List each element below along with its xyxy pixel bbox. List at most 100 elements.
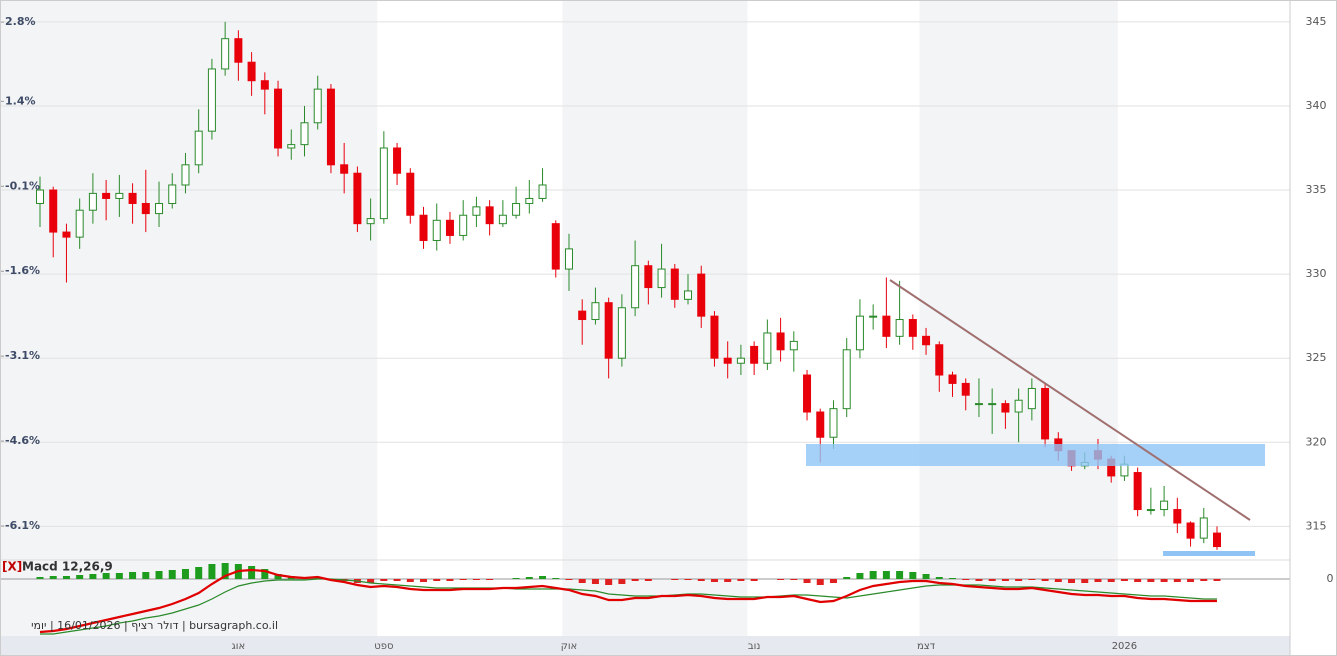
candle-body bbox=[604, 302, 613, 359]
candle-body bbox=[538, 184, 547, 199]
histogram-bar bbox=[142, 572, 150, 579]
candle-body bbox=[181, 164, 190, 186]
histogram-bar bbox=[459, 579, 467, 580]
x-tick-label: אוק bbox=[561, 641, 578, 652]
month-band bbox=[562, 0, 748, 636]
candle-body bbox=[498, 214, 507, 225]
histogram-bar bbox=[433, 579, 441, 581]
candle-body bbox=[207, 68, 216, 132]
candle-body bbox=[419, 214, 428, 241]
candle-body bbox=[1146, 509, 1155, 512]
histogram-bar bbox=[1213, 579, 1221, 581]
x-axis-strip bbox=[0, 636, 1290, 656]
histogram-bar bbox=[1187, 579, 1195, 582]
candle-body bbox=[935, 344, 944, 376]
histogram-bar bbox=[724, 579, 732, 582]
histogram-bar bbox=[896, 571, 904, 579]
candle-body bbox=[247, 61, 256, 82]
histogram-bar bbox=[1094, 579, 1102, 582]
y2-tick-label: -0.1% bbox=[5, 179, 40, 192]
candle-body bbox=[789, 340, 798, 351]
candle-body bbox=[472, 206, 481, 216]
histogram-bar bbox=[843, 577, 851, 579]
candle-body bbox=[657, 268, 666, 289]
candle-body bbox=[141, 202, 150, 215]
candle-body bbox=[895, 319, 904, 337]
footer: bursagraph.co.il | דולר רציף | 16/01/202… bbox=[31, 619, 278, 632]
histogram-bar bbox=[829, 579, 837, 583]
histogram-bar bbox=[737, 579, 745, 581]
y-tick-label: 330 bbox=[1306, 267, 1327, 280]
histogram-bar bbox=[1054, 579, 1062, 582]
candle-body bbox=[829, 408, 838, 438]
candle-body bbox=[102, 192, 111, 199]
candle-body bbox=[591, 302, 600, 321]
histogram-bar bbox=[89, 574, 97, 579]
histogram-bar bbox=[1107, 579, 1115, 582]
candle-body bbox=[697, 273, 706, 317]
y-tick-label: 325 bbox=[1306, 351, 1327, 364]
histogram-bar bbox=[631, 579, 639, 581]
histogram-bar bbox=[512, 578, 520, 579]
histogram-bar bbox=[962, 579, 970, 580]
y2-tick-label: 1.4% bbox=[5, 94, 36, 107]
candle-body bbox=[869, 315, 878, 318]
signal-line bbox=[40, 578, 1217, 635]
histogram-bar bbox=[605, 579, 613, 585]
candle-body bbox=[115, 192, 124, 199]
histogram-bar bbox=[975, 579, 983, 581]
candle-body bbox=[168, 184, 177, 204]
histogram-bar bbox=[1028, 579, 1036, 580]
candle-body bbox=[564, 248, 573, 270]
candle-body bbox=[234, 38, 243, 63]
candle-body bbox=[194, 130, 203, 166]
histogram-bar bbox=[367, 579, 375, 583]
candle-body bbox=[750, 345, 759, 364]
histogram-bar bbox=[539, 576, 547, 579]
candle-body bbox=[379, 147, 388, 220]
candle-body bbox=[961, 382, 970, 396]
histogram-bar bbox=[1001, 579, 1009, 581]
histogram-bar bbox=[274, 574, 282, 579]
support-zone bbox=[1163, 551, 1255, 556]
histogram-bar bbox=[777, 579, 785, 580]
histogram-bar bbox=[790, 579, 798, 580]
candle-body bbox=[1186, 522, 1195, 539]
x-tick-label: אוג bbox=[232, 641, 246, 652]
candle-body bbox=[1199, 517, 1208, 539]
candle-body bbox=[353, 172, 362, 225]
histogram-bar bbox=[486, 579, 494, 580]
close-button[interactable]: [X] bbox=[2, 560, 22, 574]
histogram-bar bbox=[525, 577, 533, 579]
candle-body bbox=[274, 88, 283, 149]
candle-body bbox=[313, 88, 322, 124]
histogram-bar bbox=[869, 571, 877, 579]
candle-body bbox=[36, 189, 44, 204]
histogram-bar bbox=[380, 579, 388, 581]
candle-body bbox=[710, 315, 719, 359]
candle-body bbox=[459, 214, 468, 236]
candle-body bbox=[300, 122, 309, 146]
histogram-bar bbox=[472, 579, 480, 580]
support-zone bbox=[806, 444, 1265, 466]
candle-body bbox=[974, 403, 983, 406]
histogram-bar bbox=[988, 579, 996, 581]
histogram-bar bbox=[406, 579, 414, 582]
indicator-title: Macd 12,26,9 bbox=[22, 560, 113, 574]
candle-body bbox=[49, 189, 58, 233]
histogram-bar bbox=[644, 579, 652, 581]
x-tick-label: נוב bbox=[748, 641, 761, 652]
histogram-bar bbox=[591, 579, 599, 584]
candle-body bbox=[326, 88, 335, 166]
candle-body bbox=[922, 335, 931, 346]
candle-body bbox=[842, 349, 851, 410]
histogram-bar bbox=[578, 579, 586, 583]
candle-body bbox=[816, 411, 825, 438]
candle-body bbox=[855, 315, 864, 351]
candle-body bbox=[1173, 509, 1182, 524]
histogram-bar bbox=[155, 571, 163, 579]
y-tick-label: 335 bbox=[1306, 183, 1327, 196]
histogram-bar bbox=[195, 567, 203, 579]
